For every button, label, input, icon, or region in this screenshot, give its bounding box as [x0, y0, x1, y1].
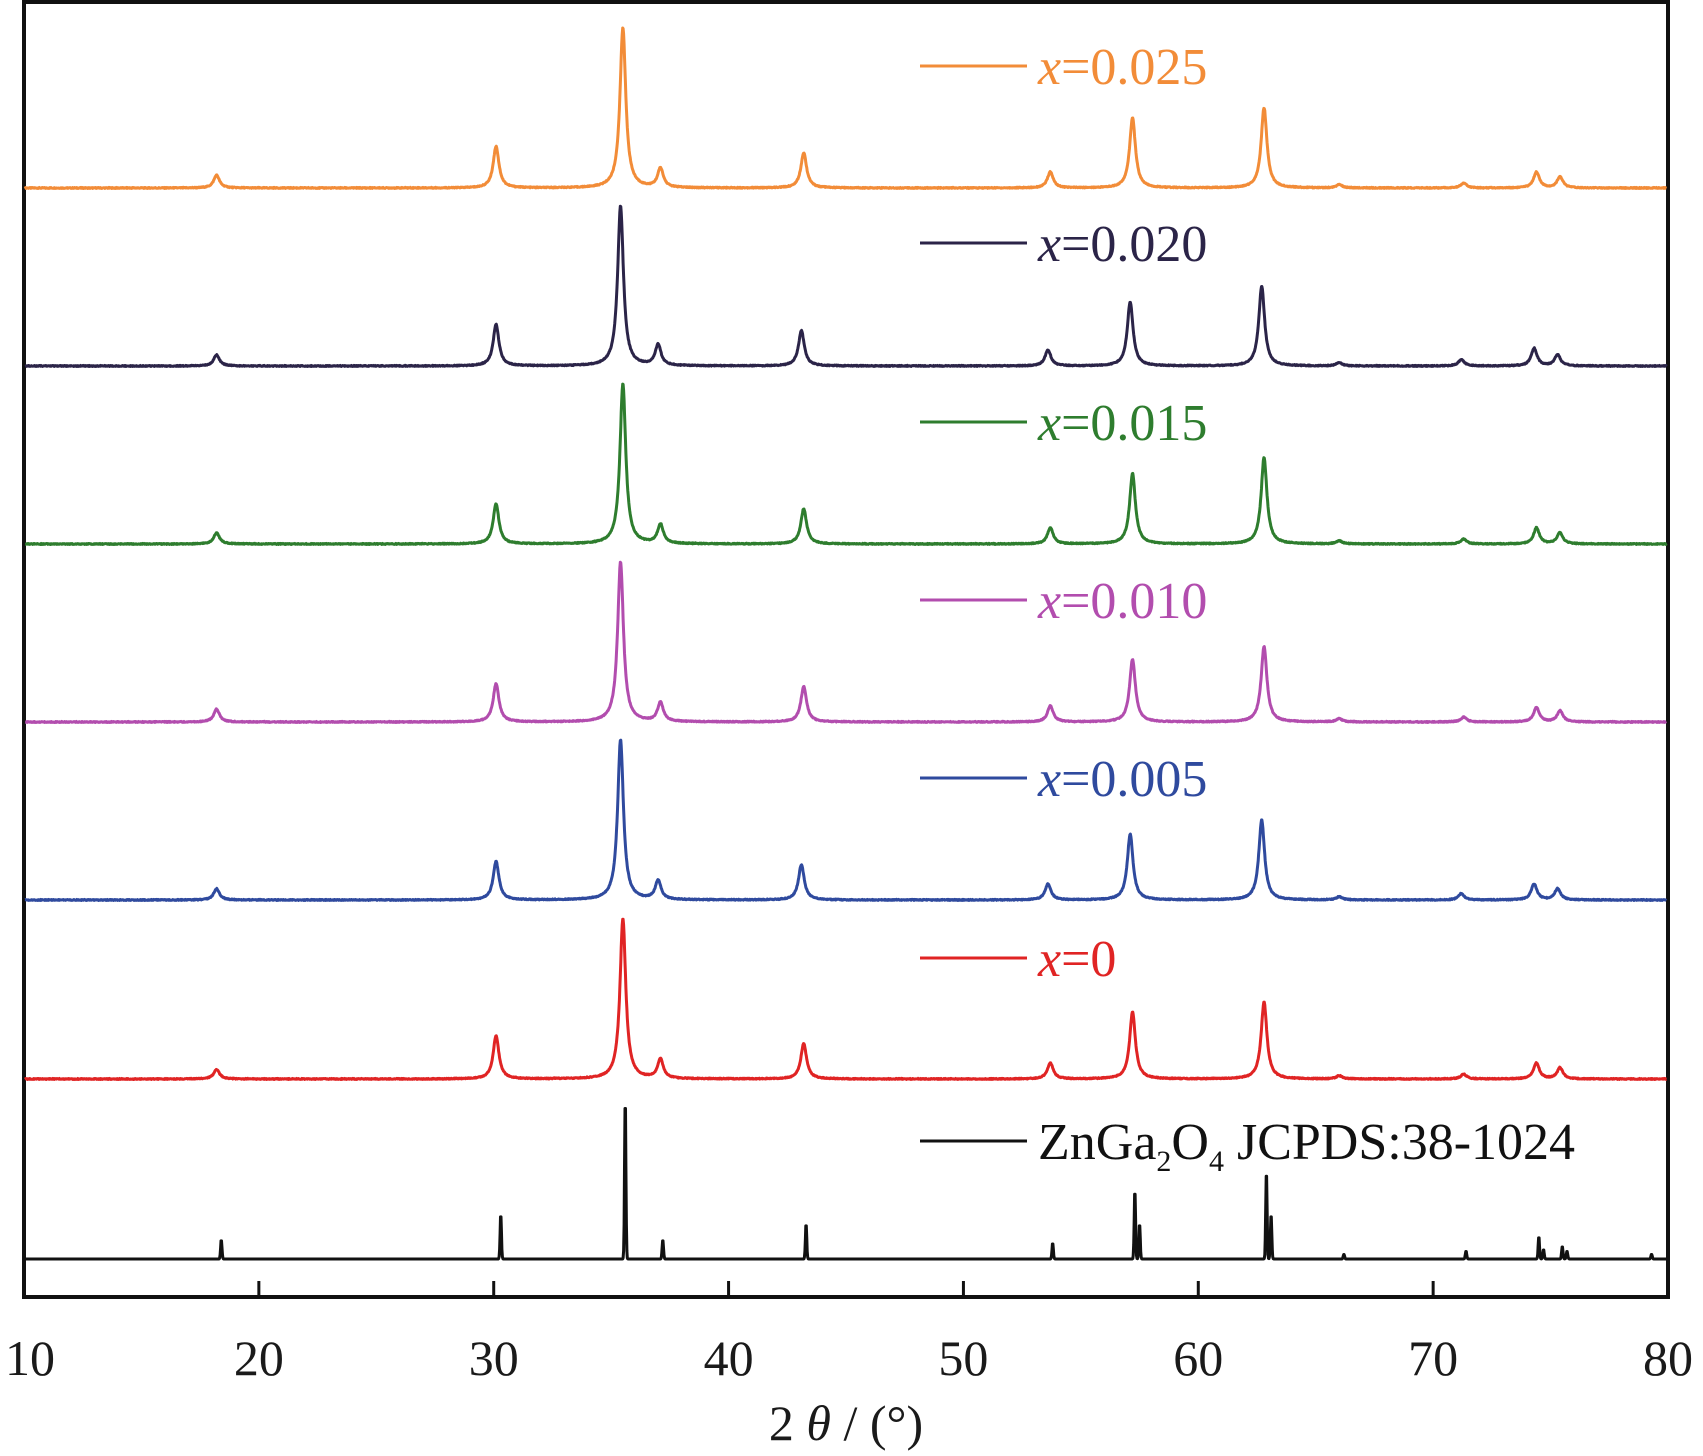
x-tick-label: 10: [5, 1330, 55, 1386]
series-layer: [23, 26, 1668, 1261]
series-line-7: [24, 1107, 1668, 1261]
plot-frame: [22, 0, 1670, 1299]
x-tick-label: 70: [1408, 1330, 1458, 1386]
legend-label-4: x=0.010: [1037, 573, 1207, 630]
legend-label-7: ZnGa2O4 JCPDS:38-1024: [1038, 1114, 1575, 1178]
legend-label-2: x=0.020: [1037, 216, 1207, 273]
x-tick-label: 30: [469, 1330, 519, 1386]
series-line-1: [23, 26, 1668, 190]
series-line-5: [24, 738, 1668, 902]
legend-label-6: x=0: [1037, 931, 1116, 988]
legend-layer: x=0.025 x=0.020 x=0.015 x=0.010 x=0.005 x=0 Zn…: [920, 39, 1575, 1178]
x-tick-label: 20: [234, 1330, 284, 1386]
series-line-4: [24, 560, 1668, 724]
x-tick-label: 60: [1173, 1330, 1223, 1386]
x-tick-label: 50: [938, 1330, 988, 1386]
x-tick-label: 40: [704, 1330, 754, 1386]
x-tick-label: 80: [1643, 1330, 1693, 1386]
legend-label-1: x=0.025: [1037, 39, 1207, 96]
x-axis-title: 2 θ / (°): [769, 1395, 923, 1451]
legend-label-5: x=0.005: [1037, 751, 1207, 808]
legend-label-3: x=0.015: [1037, 395, 1207, 452]
series-line-2: [24, 204, 1668, 368]
x-axis-tick-labels: 10 20 30 40 50 60 70 80: [5, 1330, 1693, 1386]
x-axis-ticks: [257, 1281, 1435, 1297]
series-line-3: [24, 382, 1668, 546]
series-line-6: [23, 917, 1668, 1081]
